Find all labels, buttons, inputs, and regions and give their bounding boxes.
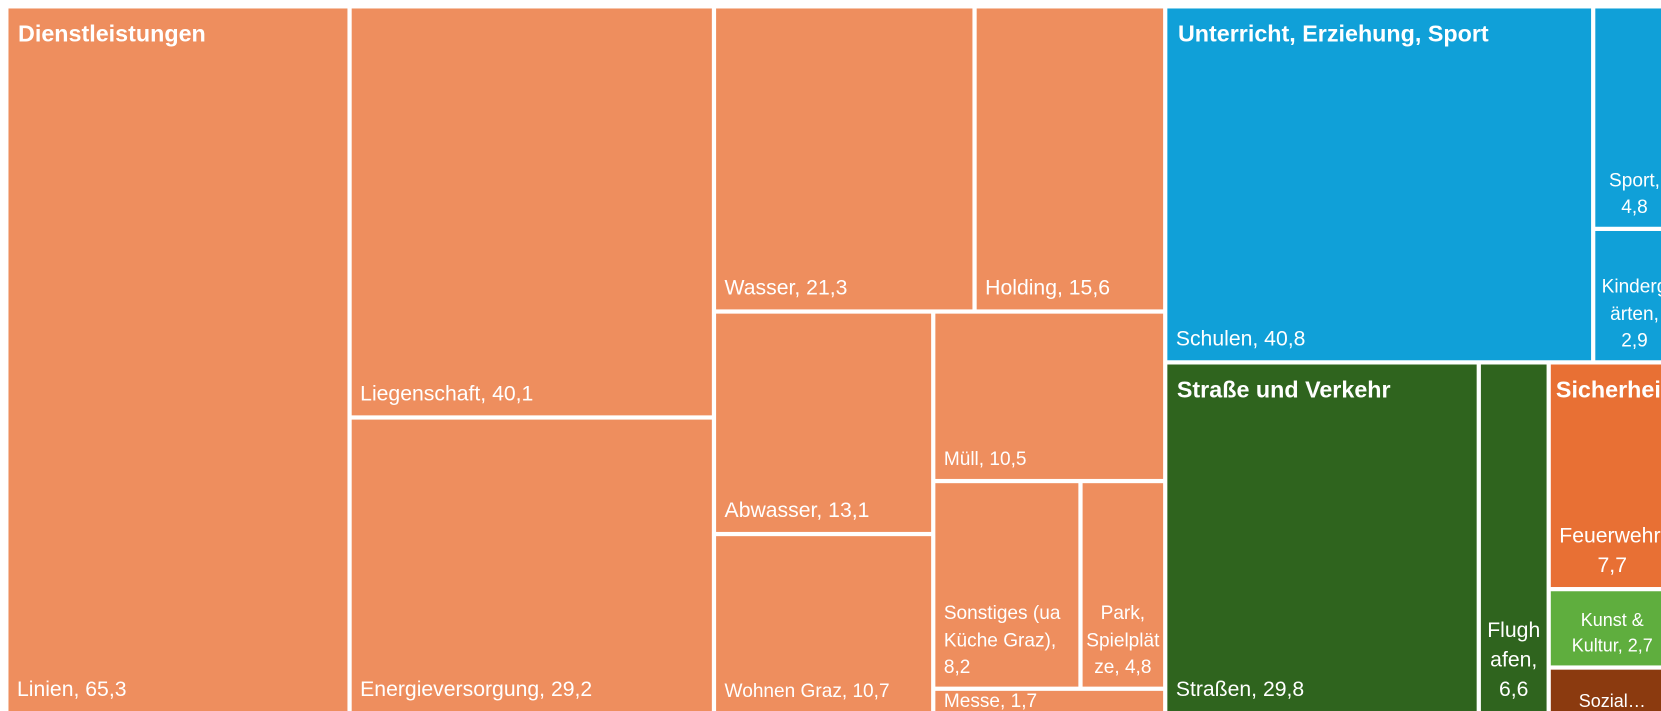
treemap-cell: Feuerwehr, 7,7 xyxy=(1550,364,1661,588)
treemap-cell: Müll, 10,5 xyxy=(935,313,1164,479)
cell-label: Linien, 65,3 xyxy=(16,678,127,702)
group-header: Sicherheit xyxy=(1555,376,1661,403)
cell-label: Schulen, 40,8 xyxy=(1175,327,1306,351)
group-header: Dienstleistungen xyxy=(18,20,206,47)
cell-label: Sport, 4,8 xyxy=(1609,169,1660,218)
cell-label: Liegenschaft, 40,1 xyxy=(360,382,534,406)
group-header: Straße und Verkehr xyxy=(1176,376,1391,403)
cell-label: Energieversorgung, 29,2 xyxy=(360,678,593,702)
cell-label: Abwasser, 13,1 xyxy=(724,499,870,523)
cell-label: Straßen, 29,8 xyxy=(1175,678,1305,702)
cell-label: Sozial… xyxy=(1578,691,1646,711)
cell-label: Kunst & Kultur, 2,7 xyxy=(1571,610,1653,657)
treemap-cell: Wasser, 21,3 xyxy=(716,8,973,310)
treemap-cell: Sport, 4,8 xyxy=(1595,8,1661,227)
treemap-cell: Energieversorgung, 29,2 xyxy=(351,419,712,711)
cell-label: Müll, 10,5 xyxy=(943,447,1027,470)
treemap-cell: Kunst & Kultur, 2,7 xyxy=(1550,591,1661,666)
treemap-cell: Schulen, 40,8 xyxy=(1167,8,1592,361)
treemap-cell: Wohnen Graz, 10,7 xyxy=(716,536,932,711)
treemap-cell: Sonstiges (ua Küche Graz), 8,2 xyxy=(935,483,1079,687)
treemap-cell: Kindergärten, 2,9 xyxy=(1595,230,1661,361)
cell-label: Wohnen Graz, 10,7 xyxy=(724,680,890,702)
cell-label: Holding, 15,6 xyxy=(985,276,1111,300)
cell-label: Flughafen, 6,6 xyxy=(1487,618,1541,702)
treemap-cell: Liegenschaft, 40,1 xyxy=(351,8,712,416)
treemap-cell: Messe, 1,7 xyxy=(935,690,1164,711)
cell-label: Wasser, 21,3 xyxy=(724,276,848,300)
cell-label: Park, Spielplätze, 4,8 xyxy=(1086,602,1160,677)
treemap-cell: Straßen, 29,8 xyxy=(1167,364,1477,711)
treemap-cell: Flughafen, 6,6 xyxy=(1480,364,1547,711)
cell-label: Sonstiges (ua Küche Graz), 8,2 xyxy=(943,602,1061,677)
treemap-cell: Park, Spielplätze, 4,8 xyxy=(1082,483,1164,687)
treemap-cell: Linien, 65,3 xyxy=(8,8,348,711)
treemap-cell: Abwasser, 13,1 xyxy=(716,313,932,532)
cell-label: Messe, 1,7 xyxy=(943,690,1038,711)
treemap-cell: Holding, 15,6 xyxy=(976,8,1164,310)
cell-label: Feuerwehr, 7,7 xyxy=(1559,524,1661,578)
treemap-cell: Sozial… xyxy=(1550,669,1661,711)
cell-label: Kindergärten, 2,9 xyxy=(1601,275,1661,351)
group-header: Unterricht, Erziehung, Sport xyxy=(1177,20,1489,47)
